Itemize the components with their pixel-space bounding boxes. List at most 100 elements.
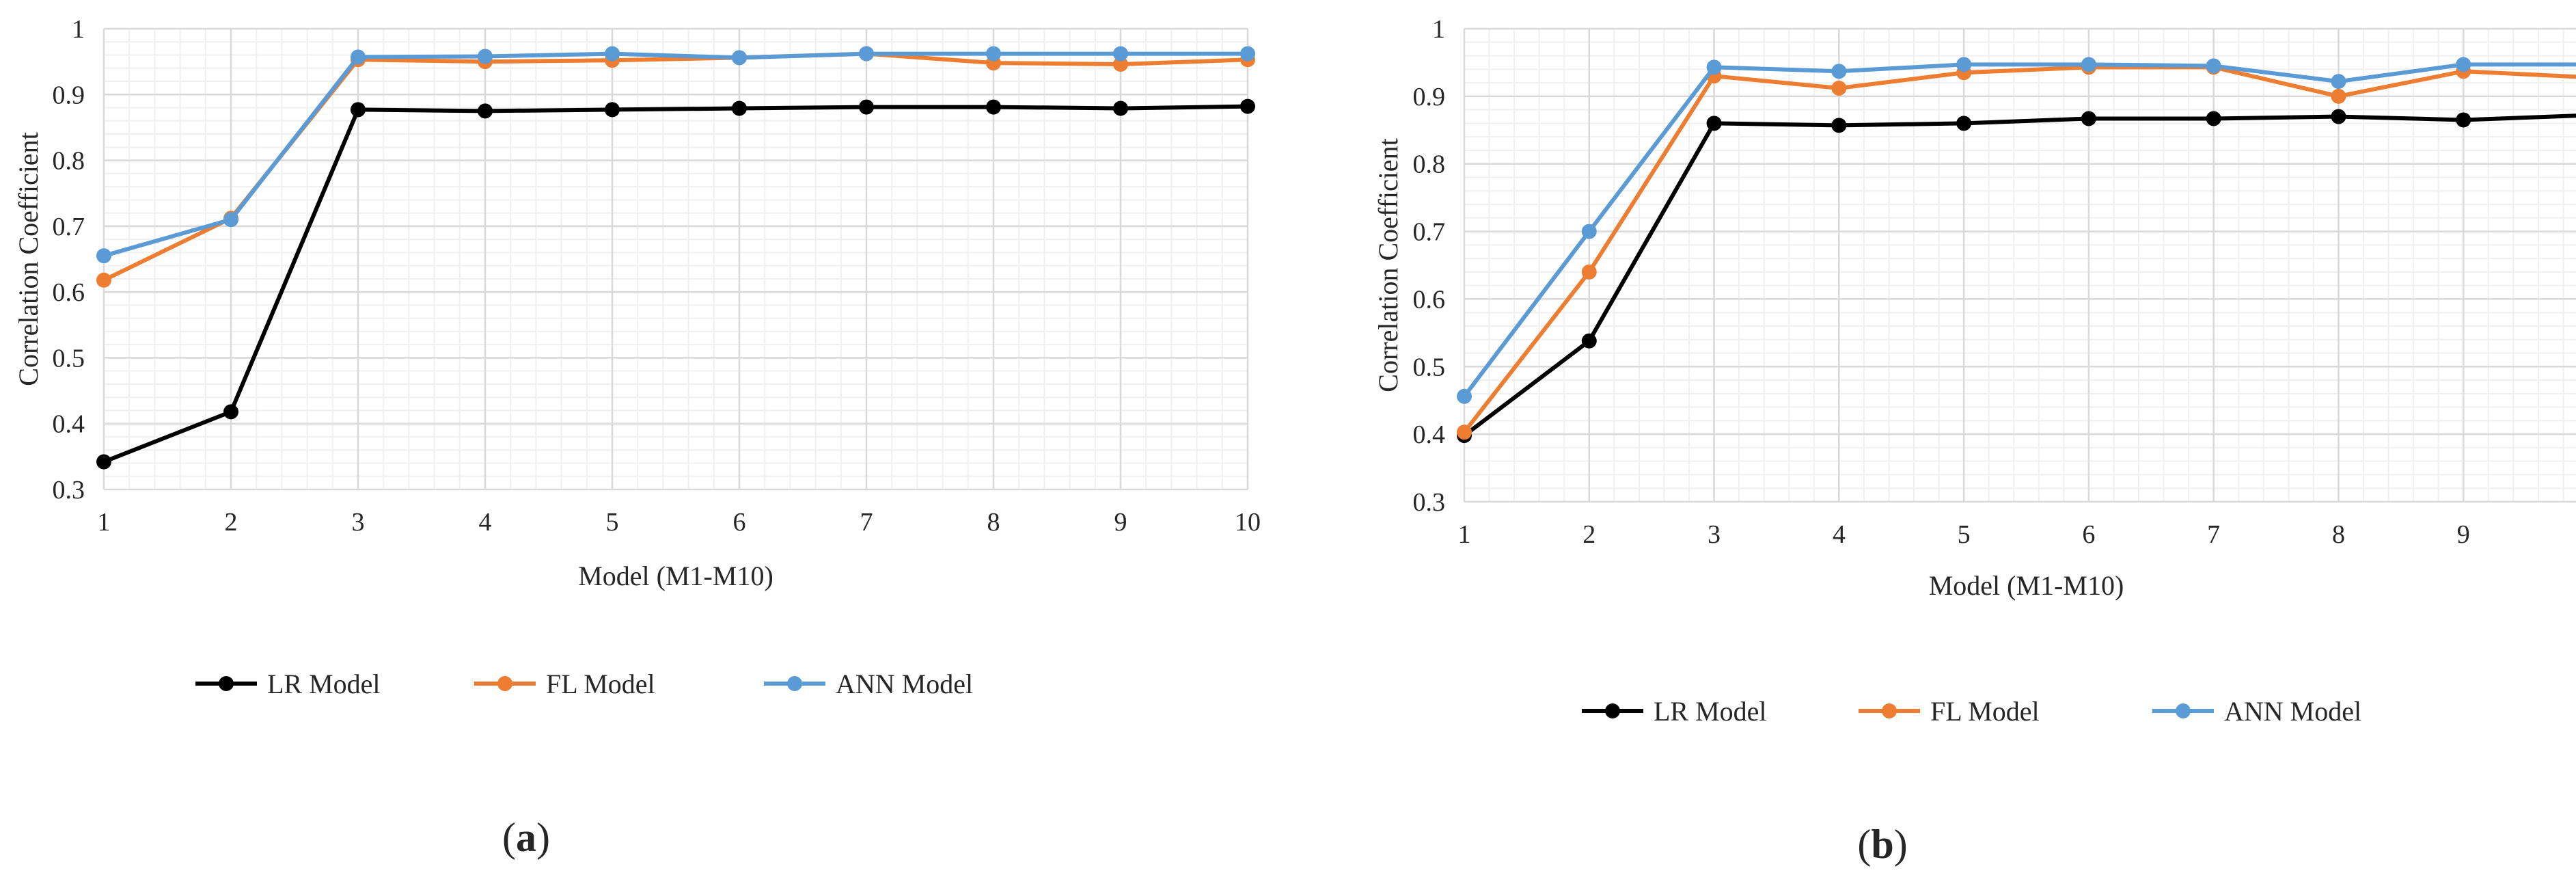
- x-tick-label: 10: [1235, 508, 1261, 537]
- y-tick-label: 0.7: [53, 213, 85, 241]
- y-tick-label: 0.3: [53, 476, 85, 504]
- y-tick-label: 0.8: [53, 147, 85, 176]
- data-point: [2331, 88, 2346, 104]
- data-point: [1956, 57, 1972, 72]
- y-axis-title: Correlation Coefficient: [13, 132, 44, 386]
- x-tick-label: 7: [860, 508, 873, 537]
- data-point: [2456, 57, 2471, 72]
- data-point: [351, 102, 366, 118]
- caption-a: (a): [502, 815, 550, 860]
- chart-panel-a: 0.3 0.4 0.5 0.6 0.7 0.8 0.9 1 1 2 3 4 5 6 7 8 9 10 Model (…: [13, 15, 1261, 699]
- x-tick-label: 4: [479, 508, 492, 537]
- data-point: [986, 99, 1001, 115]
- legend-label: ANN Model: [836, 669, 973, 699]
- minor-grid: [104, 29, 1248, 489]
- x-axis-title: Model (M1-M10): [578, 561, 773, 591]
- data-point: [1240, 98, 1255, 114]
- x-tick-label: 2: [1582, 520, 1595, 549]
- y-tick-label: 0.6: [53, 278, 85, 307]
- legend-swatch-marker: [219, 676, 234, 691]
- data-point: [1457, 425, 1472, 440]
- data-point: [2206, 111, 2221, 126]
- x-tick-label: 3: [352, 508, 365, 537]
- data-point: [478, 103, 493, 119]
- y-tick-label: 0.6: [1413, 285, 1446, 314]
- x-tick-label: 5: [606, 508, 619, 537]
- data-point: [986, 46, 1001, 62]
- x-tick-label: 2: [225, 508, 238, 537]
- x-tick-label: 9: [2457, 520, 2470, 549]
- legend-swatch-marker: [787, 676, 802, 691]
- series-line-ann-model: [1462, 62, 2576, 398]
- y-tick-label: 0.8: [1413, 150, 1446, 179]
- legend-label: LR Model: [1654, 696, 1767, 727]
- data-point: [1113, 56, 1128, 72]
- legend-label: FL Model: [1930, 696, 2040, 727]
- data-point: [1581, 224, 1597, 239]
- data-point: [2081, 111, 2096, 126]
- x-tick-label: 1: [1458, 520, 1471, 549]
- x-tick-label: 6: [2082, 520, 2095, 549]
- data-point: [605, 102, 620, 118]
- legend-swatch-marker: [1605, 703, 1620, 718]
- data-point: [1956, 116, 1972, 131]
- legend-label: LR Model: [267, 669, 381, 699]
- y-axis-title: Correlation Coefficient: [1373, 138, 1403, 392]
- series-line-lr-model: [102, 104, 1248, 464]
- series-line-fl-model: [1462, 65, 2576, 434]
- data-point: [859, 99, 874, 115]
- y-tick-label: 0.5: [53, 344, 85, 373]
- data-point: [2206, 58, 2221, 74]
- data-point: [1831, 64, 1847, 79]
- data-point: [2081, 57, 2096, 72]
- major-grid: [102, 27, 1249, 491]
- x-axis-title: Model (M1-M10): [1929, 570, 2124, 601]
- legend-label: ANN Model: [2224, 696, 2361, 727]
- data-point: [223, 404, 238, 420]
- legend-swatch-marker: [2176, 703, 2191, 718]
- y-tick-label: 1: [1432, 15, 1445, 44]
- x-tick-label: 3: [1708, 520, 1721, 549]
- legend: LR Model FL Model ANN Model: [1582, 696, 2361, 727]
- data-point: [96, 272, 111, 288]
- x-tick-label: 4: [1833, 520, 1846, 549]
- x-tick-label: 8: [987, 508, 1000, 537]
- x-tick-label: 1: [98, 508, 111, 537]
- y-tick-label: 0.4: [1413, 420, 1446, 449]
- data-point: [223, 212, 238, 228]
- y-tick-label: 1: [72, 15, 85, 44]
- x-tick-label: 5: [1958, 520, 1971, 549]
- minor-grid: [1464, 29, 2576, 502]
- legend-swatch-marker: [497, 676, 512, 691]
- series-line-lr-model: [1463, 113, 2576, 438]
- y-tick-label: 0.4: [53, 410, 85, 439]
- y-tick-label: 0.7: [1413, 218, 1446, 247]
- legend-swatch-marker: [1882, 703, 1897, 718]
- data-point: [96, 454, 111, 470]
- x-tick-label: 8: [2332, 520, 2345, 549]
- y-tick-label: 0.5: [1413, 353, 1446, 381]
- y-tick-label: 0.3: [1413, 488, 1446, 517]
- data-point: [96, 248, 111, 264]
- x-tick-label: 9: [1114, 508, 1127, 537]
- data-point: [2456, 112, 2471, 128]
- data-point: [2331, 109, 2346, 124]
- data-point: [859, 46, 874, 62]
- data-point: [478, 49, 493, 64]
- data-point: [2331, 74, 2346, 90]
- legend-label: FL Model: [546, 669, 655, 699]
- data-point: [1457, 388, 1472, 404]
- data-point: [1113, 46, 1128, 62]
- data-point: [351, 49, 366, 65]
- data-point: [1113, 100, 1128, 116]
- data-point: [605, 46, 620, 62]
- series-line-fl-model: [102, 51, 1248, 282]
- x-tick-label: 6: [733, 508, 746, 537]
- data-point: [732, 50, 747, 66]
- x-tick-label: 7: [2207, 520, 2220, 549]
- y-tick-label: 0.9: [53, 81, 85, 109]
- data-point: [1831, 80, 1847, 96]
- caption-b: (b): [1857, 822, 1907, 867]
